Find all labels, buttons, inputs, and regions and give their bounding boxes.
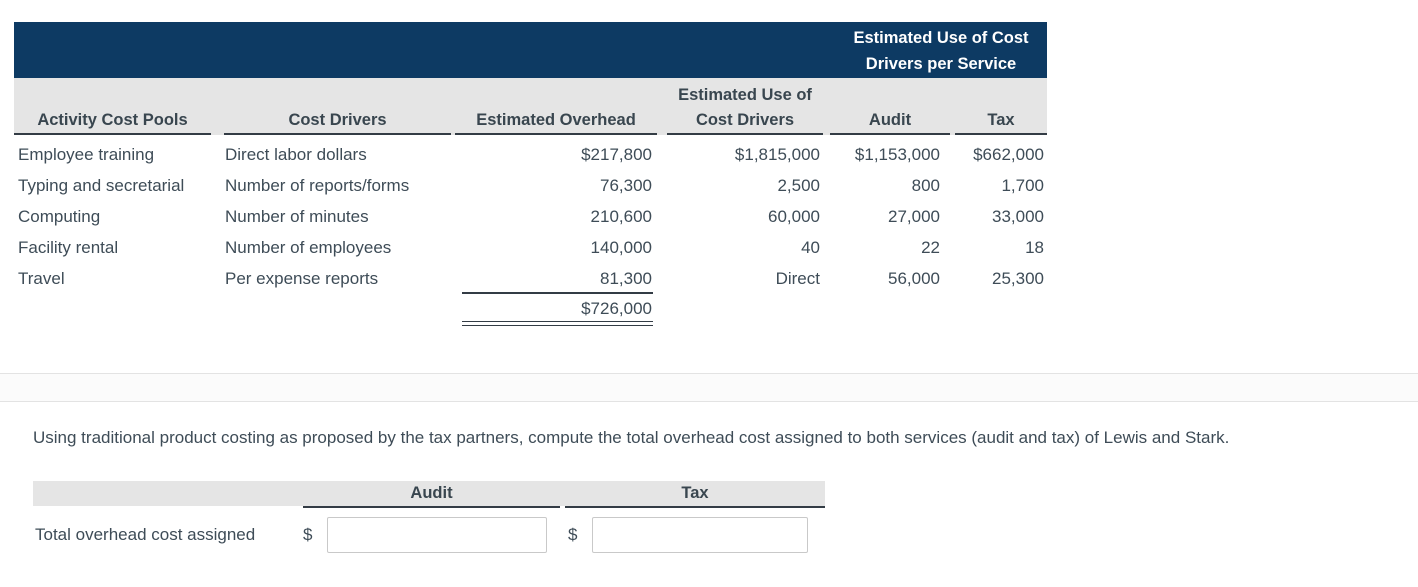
header-underline-pool — [14, 133, 211, 135]
cell-audit: 800 — [911, 176, 940, 195]
cell-use: 40 — [801, 238, 820, 257]
column-header-estimated-use: Estimated Use of Cost Drivers — [678, 86, 812, 129]
cell-pool: Travel — [18, 269, 65, 288]
cell-use: 2,500 — [777, 176, 820, 195]
cell-overhead: $217,800 — [581, 145, 652, 164]
total-rule-top — [462, 292, 653, 294]
column-header-band — [14, 78, 1047, 135]
cell-overhead: 76,300 — [600, 176, 652, 195]
answer-header-underline-tax — [565, 506, 825, 508]
cell-tax: 18 — [1025, 238, 1044, 257]
span-header-line2: Drivers per Service — [865, 55, 1017, 73]
cell-overhead: 210,600 — [590, 207, 652, 226]
cell-driver: Number of minutes — [225, 207, 369, 226]
cell-use: $1,815,000 — [734, 145, 820, 164]
table-header-navy-band — [14, 22, 1047, 78]
cell-driver: Per expense reports — [225, 269, 379, 288]
cell-overhead: 81,300 — [600, 269, 652, 288]
dollar-sign-audit: $ — [303, 525, 313, 544]
header-underline-tax — [955, 133, 1047, 135]
cell-pool: Facility rental — [18, 238, 119, 257]
column-header-tax: Tax — [987, 111, 1015, 129]
dollar-sign-tax: $ — [568, 525, 578, 544]
answer-header-band — [33, 481, 825, 506]
cell-tax: 33,000 — [992, 207, 1044, 226]
cell-pool: Typing and secretarial — [18, 176, 185, 195]
cell-audit: 27,000 — [888, 207, 940, 226]
cell-pool: Computing — [18, 207, 101, 226]
audit-total-overhead-input[interactable] — [327, 517, 547, 553]
table-row: Typing and secretarial Number of reports… — [0, 170, 1047, 201]
section-divider — [0, 373, 1418, 402]
answer-column-header-audit: Audit — [410, 484, 453, 502]
answer-column-header-tax: Tax — [681, 484, 709, 502]
column-header-estimated-overhead: Estimated Overhead — [476, 111, 636, 129]
cell-driver: Direct labor dollars — [225, 145, 367, 164]
header-underline-overhead — [455, 133, 657, 135]
cell-use: 60,000 — [768, 207, 820, 226]
total-estimated-overhead: $726,000 — [581, 299, 652, 318]
table-row: Computing Number of minutes 210,600 60,0… — [0, 201, 1047, 232]
cell-tax: $662,000 — [973, 145, 1044, 164]
answer-row-label: Total overhead cost assigned — [35, 525, 256, 544]
cell-driver: Number of reports/forms — [225, 176, 410, 195]
cell-tax: 25,300 — [992, 269, 1044, 288]
cell-overhead: 140,000 — [590, 238, 652, 257]
cell-driver: Number of employees — [225, 238, 392, 257]
table-row: Travel Per expense reports 81,300 Direct… — [0, 263, 1047, 294]
cell-audit: 56,000 — [888, 269, 940, 288]
header-underline-audit — [830, 133, 950, 135]
tax-total-overhead-input[interactable] — [592, 517, 808, 553]
table-row: Employee training Direct labor dollars $… — [0, 139, 1047, 170]
total-double-rule-1 — [462, 321, 653, 322]
span-header-line1: Estimated Use of Cost — [853, 29, 1029, 47]
column-header-activity-cost-pools: Activity Cost Pools — [37, 111, 188, 129]
cell-audit: 22 — [921, 238, 940, 257]
answer-header-underline-audit — [303, 506, 560, 508]
total-double-rule-2 — [462, 325, 653, 326]
cell-audit: $1,153,000 — [854, 145, 940, 164]
question-text: Using traditional product costing as pro… — [33, 428, 1230, 447]
header-underline-use — [667, 133, 823, 135]
header-underline-driver — [224, 133, 451, 135]
cell-use: Direct — [775, 269, 820, 288]
span-header-estimated-use-per-service: Estimated Use of Cost Drivers per Servic… — [835, 24, 1047, 78]
table-row: Facility rental Number of employees 140,… — [0, 232, 1047, 263]
cell-tax: 1,700 — [1001, 176, 1044, 195]
column-header-cost-drivers: Cost Drivers — [288, 111, 387, 129]
column-header-audit: Audit — [868, 111, 912, 129]
cell-pool: Employee training — [18, 145, 155, 164]
